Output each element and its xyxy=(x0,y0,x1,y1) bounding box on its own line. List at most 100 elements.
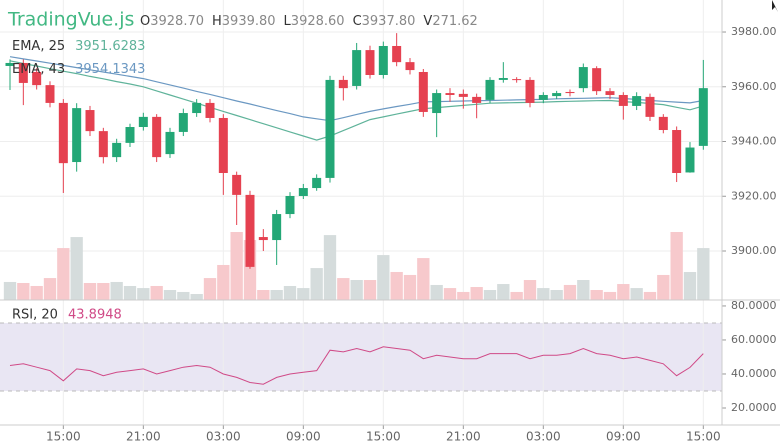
ohlcv-legend: O3928.70 H3939.80 L3928.60 C3937.80 V271.62 xyxy=(140,14,478,29)
candle-body xyxy=(418,71,428,112)
volume-bar xyxy=(123,285,137,300)
volume-bar xyxy=(457,291,470,300)
volume-bar xyxy=(70,237,83,300)
candle-body xyxy=(605,91,615,95)
volume-bar xyxy=(177,291,190,300)
candle-body xyxy=(365,50,375,75)
rsi-name: RSI, 20 xyxy=(12,308,58,323)
y-tick-label: 40.0000 xyxy=(731,367,777,380)
y-tick-label: 3980.00 xyxy=(731,25,777,38)
candle-body xyxy=(432,93,442,114)
candle-body xyxy=(618,94,628,106)
legend-value: 271.62 xyxy=(432,14,478,29)
candle-body xyxy=(338,79,348,89)
candle-body xyxy=(58,102,68,164)
candle-body xyxy=(392,45,402,63)
candle-body xyxy=(645,96,655,117)
candle-body xyxy=(285,195,295,215)
volume-bar xyxy=(230,232,243,300)
volume-bar xyxy=(483,290,497,300)
candle-body xyxy=(405,62,415,71)
legend-key: L xyxy=(284,14,292,29)
candle-body xyxy=(112,142,122,158)
chart-title: TradingVue.js xyxy=(7,9,134,31)
candle-body xyxy=(592,68,602,92)
candle-body xyxy=(698,88,708,146)
y-tick-label: 80.0000 xyxy=(731,299,777,312)
candle-body xyxy=(378,45,388,75)
y-tick-label: 3940.00 xyxy=(731,135,777,148)
legend-value: 3928.70 xyxy=(150,14,204,29)
volume-bar xyxy=(497,284,510,300)
legend-name: EMA, 43 xyxy=(12,62,65,77)
volume-bar xyxy=(203,278,217,300)
legend-value: 3928.60 xyxy=(291,14,345,29)
y-tick-label: 3920.00 xyxy=(731,189,777,202)
x-tick-label: 15:00 xyxy=(366,430,401,444)
candle-body xyxy=(138,116,148,128)
candle-body xyxy=(445,93,455,95)
candle-body xyxy=(672,130,682,173)
volume-bar xyxy=(57,248,70,300)
volume-bar xyxy=(337,278,350,300)
candle-body xyxy=(218,117,228,173)
y-tick-label: 20.0000 xyxy=(731,401,777,414)
volume-bar xyxy=(697,248,710,300)
candle-body xyxy=(152,116,162,158)
ema-legend: EMA, 43 3954.1343 xyxy=(12,62,145,77)
candle-body xyxy=(232,174,242,195)
rsi-value: 43.8948 xyxy=(68,308,122,323)
candle-body xyxy=(685,147,695,173)
x-tick-label: 03:00 xyxy=(206,430,241,444)
volume-bar xyxy=(417,258,430,300)
volume-bar xyxy=(403,274,417,300)
volume-bar xyxy=(217,264,230,300)
volume-bar xyxy=(323,235,337,300)
candle-body xyxy=(192,102,202,114)
candle-body xyxy=(72,108,82,163)
volume-bar xyxy=(443,288,457,300)
x-tick-label: 21:00 xyxy=(446,430,481,444)
legend-value: 3939.80 xyxy=(222,14,276,29)
volume-bar xyxy=(643,291,657,300)
candle-body xyxy=(245,194,255,267)
volume-bar xyxy=(297,288,310,300)
candle-body xyxy=(565,91,575,94)
y-tick-label: 60.0000 xyxy=(731,333,777,346)
volume-bar xyxy=(377,255,390,300)
volume-bar xyxy=(97,283,110,300)
volume-bar xyxy=(577,280,590,300)
volume-bar xyxy=(523,280,537,300)
volume-bar xyxy=(257,290,270,300)
volume-bar xyxy=(617,284,630,300)
candle-body xyxy=(18,62,28,83)
candle-body xyxy=(632,96,642,106)
y-tick-label: 3960.00 xyxy=(731,80,777,93)
candle-body xyxy=(352,50,362,86)
volume-bar xyxy=(350,280,363,300)
volume-bar xyxy=(550,290,563,300)
volume-bar xyxy=(270,290,283,300)
volume-bar xyxy=(510,291,523,300)
volume-bar xyxy=(470,287,483,300)
candle-body xyxy=(85,110,95,132)
candle-body xyxy=(498,78,508,80)
volume-bar xyxy=(363,280,377,300)
legend-value: 3954.1343 xyxy=(75,62,145,77)
legend-value: 3937.80 xyxy=(362,14,416,29)
x-tick-label: 15:00 xyxy=(686,430,721,444)
volume-bar xyxy=(537,288,550,300)
volume-bar xyxy=(657,274,670,300)
volume-bar xyxy=(683,272,697,300)
rsi-line xyxy=(9,346,704,385)
candle-body xyxy=(272,214,282,241)
ema-line xyxy=(9,60,704,141)
candle-body xyxy=(312,177,322,189)
candle-body xyxy=(205,102,215,118)
candle-body xyxy=(298,188,308,196)
candle-body xyxy=(5,62,15,66)
volume-bar xyxy=(563,284,577,300)
candle-body xyxy=(45,85,55,103)
legend-key: O xyxy=(140,14,150,29)
candle-body xyxy=(258,237,268,241)
